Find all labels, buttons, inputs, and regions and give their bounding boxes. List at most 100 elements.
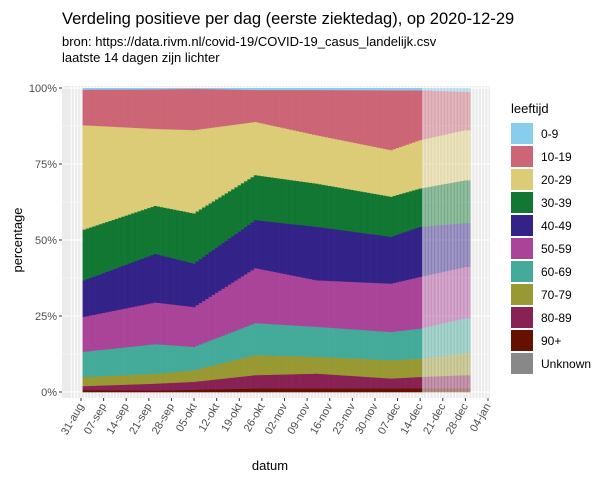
- bar-segment-10-19: [192, 88, 196, 131]
- bar-segment-50-59: [341, 281, 345, 329]
- bar-segment-20-29: [253, 121, 258, 176]
- bar-segment-90+: [179, 389, 184, 393]
- bar-segment-80-89: [89, 385, 93, 391]
- day-bar: [205, 88, 209, 393]
- legend-item: 10-19: [511, 146, 572, 167]
- bar-segment-80-89: [111, 384, 116, 391]
- day-bar: [124, 88, 129, 393]
- day-bar: [373, 88, 377, 393]
- bar-segment-80-89: [227, 377, 232, 390]
- day-bar: [276, 88, 280, 393]
- bar-segment-80-89: [412, 377, 416, 389]
- day-bar: [182, 88, 187, 393]
- bar-segment-60-69: [434, 324, 439, 357]
- day-bar: [311, 88, 316, 393]
- bar-segment-90+: [392, 388, 397, 393]
- day-bar: [247, 88, 251, 393]
- bar-segment-0-9: [240, 88, 245, 90]
- bar-segment-40-49: [441, 224, 445, 273]
- bar-segment-30-39: [421, 187, 426, 227]
- bar-segment-80-89: [250, 375, 255, 389]
- bar-segment-10-19: [399, 90, 403, 147]
- bar-segment-20-29: [454, 132, 458, 183]
- y-tick-label: 0%: [41, 387, 57, 399]
- legend-label: 20-29: [541, 173, 572, 187]
- bar-segment-40-49: [337, 229, 342, 282]
- bar-segment-60-69: [360, 329, 364, 360]
- bar-segment-90+: [153, 390, 158, 393]
- bar-segment-0-9: [460, 88, 465, 92]
- bar-segment-10-19: [82, 89, 87, 126]
- bar-segment-90+: [182, 389, 187, 393]
- bar-segment-90+: [176, 389, 180, 393]
- bar-segment-30-39: [412, 190, 416, 230]
- bar-segment-60-69: [269, 323, 274, 356]
- legend-key: [511, 192, 533, 213]
- bar-segment-70-79: [202, 367, 206, 381]
- bar-segment-50-59: [292, 275, 297, 326]
- bar-segment-40-49: [463, 222, 468, 268]
- bar-segment-50-59: [295, 276, 300, 326]
- bar-segment-0-9: [318, 88, 322, 91]
- bar-segment-40-49: [173, 258, 177, 305]
- bar-segment-30-39: [292, 180, 297, 225]
- bar-segment-50-59: [169, 304, 174, 346]
- bar-segment-0-9: [418, 88, 423, 91]
- bar-segment-20-29: [437, 135, 442, 186]
- bar-segment-40-49: [118, 266, 122, 310]
- bar-segment-90+: [418, 388, 423, 393]
- bar-segment-40-49: [431, 225, 436, 275]
- day-bar: [92, 88, 96, 393]
- bar-segment-50-59: [360, 282, 364, 331]
- bar-segment-90+: [366, 388, 371, 393]
- bar-segment-60-69: [295, 325, 300, 357]
- bar-segment-90+: [399, 388, 403, 393]
- bar-segment-20-29: [457, 131, 461, 182]
- bar-segment-70-79: [163, 372, 167, 384]
- bar-segment-40-49: [215, 247, 219, 293]
- bar-segment-70-79: [418, 358, 423, 378]
- bar-segment-10-19: [121, 89, 125, 128]
- bar-segment-20-29: [192, 129, 196, 214]
- bar-segment-30-39: [331, 186, 335, 230]
- bar-segment-80-89: [421, 376, 426, 389]
- bar-segment-80-89: [195, 381, 200, 390]
- bar-segment-30-39: [305, 182, 310, 226]
- day-bar: [324, 88, 329, 393]
- bar-segment-0-9: [328, 88, 332, 91]
- bar-segment-10-19: [331, 89, 335, 139]
- bar-segment-80-89: [370, 377, 374, 389]
- bar-segment-60-69: [263, 323, 268, 356]
- day-bar: [408, 88, 413, 393]
- bar-segment-0-9: [185, 88, 190, 90]
- bar-segment-0-9: [231, 88, 235, 90]
- day-bar: [237, 88, 242, 393]
- bar-segment-0-9: [163, 88, 167, 90]
- bar-segment-40-49: [260, 220, 264, 270]
- bar-segment-90+: [198, 389, 203, 393]
- bar-segment-10-19: [282, 89, 287, 129]
- day-bar: [176, 88, 180, 393]
- bar-segment-60-69: [156, 344, 161, 374]
- bar-segment-70-79: [415, 358, 419, 378]
- bar-segment-80-89: [198, 380, 203, 390]
- bar-segment-70-79: [89, 376, 93, 386]
- bar-segment-20-29: [211, 127, 216, 202]
- bar-segment-30-39: [353, 190, 358, 233]
- bar-segment-90+: [118, 390, 122, 393]
- legend-key: [511, 284, 533, 305]
- bar-segment-50-59: [237, 278, 242, 330]
- bar-segment-50-59: [131, 306, 135, 347]
- bar-segment-30-39: [244, 180, 248, 228]
- bar-segment-30-39: [156, 206, 161, 255]
- day-bar: [240, 88, 245, 393]
- bar-segment-60-69: [431, 325, 436, 358]
- day-bar: [418, 88, 423, 393]
- day-bar: [95, 88, 100, 393]
- bar-segment-30-39: [282, 178, 287, 224]
- bar-segment-90+: [131, 390, 135, 393]
- bar-segment-20-29: [289, 129, 293, 181]
- bar-segment-70-79: [331, 357, 335, 375]
- bar-segment-80-89: [215, 379, 219, 390]
- day-bar: [156, 88, 161, 393]
